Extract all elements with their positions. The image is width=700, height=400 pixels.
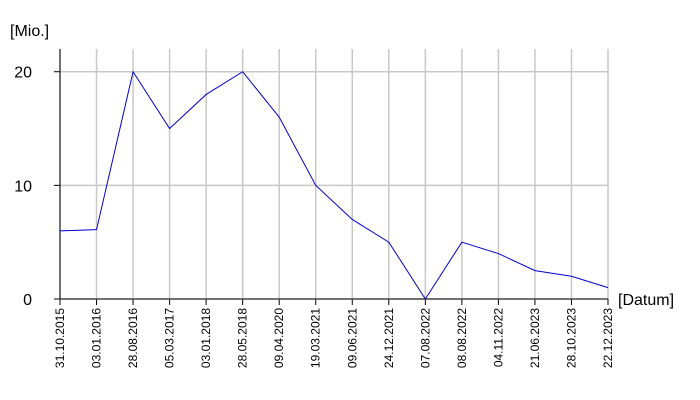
x-tick-label: 21.06.2023 — [528, 308, 542, 368]
x-tick-label: 28.10.2023 — [564, 308, 578, 368]
x-tick-label: 22.12.2023 — [601, 308, 615, 368]
x-tick-label: 03.01.2016 — [90, 308, 104, 368]
x-tick-label: 04.11.2022 — [491, 308, 505, 367]
x-tick-label: 28.05.2018 — [236, 308, 250, 368]
x-tick-label: 08.08.2022 — [455, 308, 469, 368]
x-tick-label: 03.01.2018 — [199, 308, 213, 368]
y-tick-label: 0 — [23, 292, 32, 309]
data-line — [59, 70, 609, 300]
y-axis-label: [Mio.] — [10, 23, 49, 40]
x-tick-label: 09.06.2021 — [345, 308, 359, 368]
x-tick-label: 07.08.2022 — [418, 308, 432, 368]
x-tick-label: 09.04.2020 — [272, 308, 286, 368]
x-tick-label: 19.03.2021 — [309, 308, 323, 368]
x-tick-label: 24.12.2021 — [382, 308, 396, 368]
x-tick-label: 31.10.2015 — [53, 308, 67, 368]
x-tick-label: 05.03.2017 — [163, 308, 177, 368]
y-tick-label: 10 — [14, 178, 32, 195]
y-tick-label: 20 — [14, 65, 32, 82]
x-tick-label: 28.08.2016 — [126, 308, 140, 368]
x-axis-label: [Datum] — [618, 292, 674, 309]
